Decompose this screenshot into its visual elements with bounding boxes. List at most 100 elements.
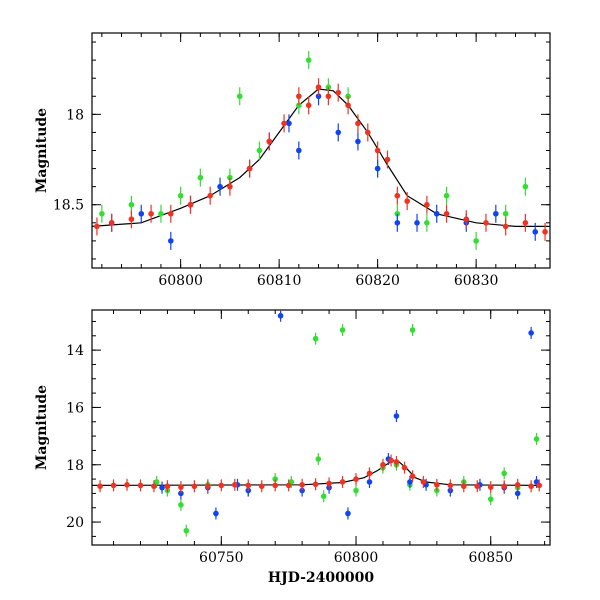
data-point-red: [148, 210, 154, 217]
data-point-red: [124, 482, 130, 488]
data-point-green: [99, 210, 105, 217]
data-point-red: [460, 483, 467, 490]
model-curve: [92, 88, 550, 227]
data-point-red: [409, 473, 416, 480]
data-point-blue: [528, 330, 534, 336]
data-point-red: [281, 120, 287, 127]
data-point-red: [164, 483, 171, 490]
data-point-red: [325, 93, 332, 100]
data-point-blue: [159, 484, 165, 491]
x-tick-label: 60800: [158, 273, 203, 289]
data-point-blue: [414, 220, 420, 226]
data-point-red: [227, 183, 233, 190]
data-point-red: [366, 470, 373, 477]
data-point-green: [473, 238, 479, 244]
data-point-red: [502, 223, 509, 230]
data-point-green: [501, 470, 508, 477]
data-point-red: [514, 482, 521, 488]
data-point-red: [420, 479, 427, 485]
data-point-red: [110, 482, 117, 489]
data-point-red: [487, 484, 494, 490]
data-point-red: [384, 156, 391, 163]
x-tick-label: 60800: [334, 550, 379, 566]
y-tick-label: 18: [66, 107, 84, 123]
data-point-red: [285, 482, 292, 489]
data-point-green: [305, 57, 312, 63]
data-point-red: [178, 484, 184, 490]
data-point-red: [364, 129, 371, 136]
data-point-red: [388, 457, 394, 464]
data-point-red: [207, 192, 213, 199]
data-point-red: [447, 482, 454, 489]
data-point-green: [339, 327, 346, 333]
x-tick-label: 60850: [468, 550, 513, 566]
data-point-green: [272, 476, 279, 482]
data-point-red: [542, 229, 548, 235]
data-point-blue: [374, 165, 381, 172]
data-point-blue: [167, 238, 174, 244]
data-point-green: [502, 210, 509, 217]
data-point-red: [191, 483, 198, 490]
x-tick-label: 60830: [454, 273, 499, 289]
data-point-blue: [178, 490, 184, 497]
data-point-green: [236, 93, 243, 100]
data-point-red: [246, 165, 253, 172]
data-point-red: [187, 201, 194, 208]
data-point-green: [394, 210, 401, 217]
data-point-red: [463, 216, 470, 222]
data-point-green: [256, 147, 263, 154]
data-point-green: [315, 456, 322, 462]
data-point-green: [197, 174, 204, 181]
data-point-red: [394, 192, 401, 199]
data-point-red: [299, 482, 305, 488]
data-point-blue: [393, 413, 400, 419]
data-point-green: [487, 496, 494, 502]
data-point-green: [325, 84, 332, 91]
data-point-red: [305, 102, 312, 109]
data-point-green: [424, 220, 430, 226]
x-tick-label: 60750: [199, 550, 244, 566]
data-point-blue: [277, 312, 284, 319]
data-point-green: [296, 102, 302, 109]
data-point-green: [178, 502, 184, 508]
data-point-red: [443, 210, 450, 217]
data-point-red: [380, 461, 386, 468]
data-point-blue: [213, 510, 219, 517]
data-point-green: [227, 174, 233, 181]
data-point-blue: [532, 229, 539, 235]
data-point-red: [501, 483, 508, 490]
data-point-green: [128, 201, 135, 208]
data-point-blue: [355, 138, 361, 145]
data-point-red: [374, 147, 381, 154]
data-point-red: [94, 223, 100, 230]
data-point-blue: [315, 93, 322, 100]
data-point-green: [183, 527, 190, 534]
data-point-green: [177, 192, 184, 199]
data-point-green: [158, 210, 164, 217]
data-point-red: [326, 480, 332, 487]
data-point-red: [536, 482, 543, 489]
data-point-red: [353, 476, 359, 482]
x-tick-label: 60810: [257, 273, 302, 289]
data-point-red: [245, 482, 252, 489]
data-point-red: [266, 138, 273, 145]
data-point-green: [353, 487, 359, 494]
plot-frame: [91, 32, 551, 269]
x-tick-label: 60820: [355, 273, 400, 289]
data-point-blue: [296, 147, 302, 154]
plot-frame: [91, 309, 551, 546]
data-point-blue: [433, 210, 440, 217]
data-point-red: [296, 93, 302, 100]
data-point-blue: [217, 183, 223, 190]
y-tick-label: 14: [66, 343, 84, 359]
data-point-red: [128, 216, 135, 222]
data-point-blue: [335, 129, 342, 136]
x-axis-label: HJD-2400000: [268, 570, 375, 586]
data-point-green: [312, 335, 319, 342]
data-point-red: [97, 483, 103, 490]
data-point-red: [339, 479, 346, 485]
data-point-green: [345, 93, 351, 100]
data-point-red: [231, 482, 238, 488]
